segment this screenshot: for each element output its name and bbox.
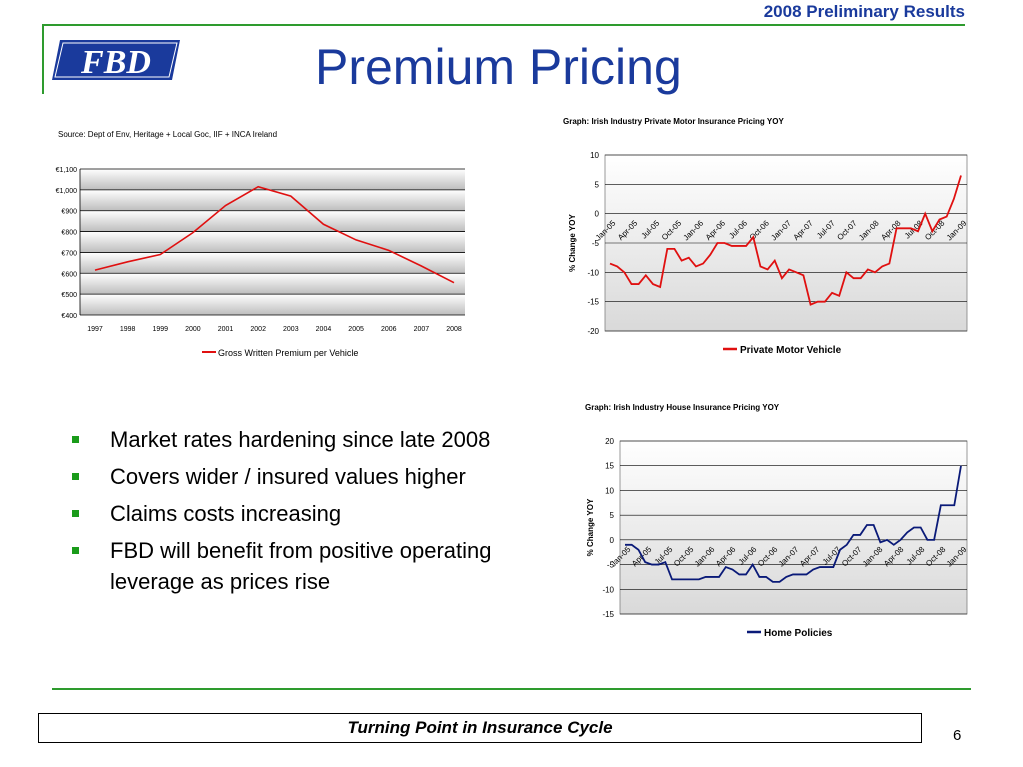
y-tick-label: €500 xyxy=(61,292,77,299)
x-tick-label: 1997 xyxy=(87,326,103,333)
grid-band xyxy=(80,189,465,211)
legend-label: Gross Written Premium per Vehicle xyxy=(218,348,358,358)
y-tick-label: €400 xyxy=(61,313,77,320)
y-tick-label: €800 xyxy=(61,230,77,237)
y-tick-label: 0 xyxy=(595,210,600,219)
page-number: 6 xyxy=(953,727,962,744)
grid-band xyxy=(80,273,465,295)
x-tick-label: 2007 xyxy=(414,326,430,333)
legend-label: Home Policies xyxy=(764,628,833,639)
x-tick-label: 2003 xyxy=(283,326,299,333)
y-tick-label: €600 xyxy=(61,271,77,278)
y-tick-label: -20 xyxy=(587,327,599,336)
x-tick-label: 2004 xyxy=(316,326,332,333)
bullet-list: Market rates hardening since late 2008 C… xyxy=(72,424,502,603)
x-tick-label: 2005 xyxy=(348,326,364,333)
bullet-item: FBD will benefit from positive operating… xyxy=(72,535,502,597)
x-tick-label: 1998 xyxy=(120,326,136,333)
grid-band xyxy=(80,169,465,190)
bullet-item: Market rates hardening since late 2008 xyxy=(72,424,502,455)
bullet-square-icon xyxy=(72,547,79,554)
x-tick-label: 1999 xyxy=(152,326,168,333)
bottom-rule xyxy=(52,688,971,690)
legend-label: Private Motor Vehicle xyxy=(740,345,842,356)
top-rule xyxy=(42,24,965,26)
bullet-text: Market rates hardening since late 2008 xyxy=(110,427,491,452)
grid-band xyxy=(80,294,465,315)
series-line xyxy=(609,175,962,306)
bullet-text: Claims costs increasing xyxy=(110,501,342,526)
fbd-logo: FBD xyxy=(52,40,180,81)
bullet-square-icon xyxy=(72,473,79,480)
x-tick-label: 2000 xyxy=(185,326,201,333)
y-tick-label: -5 xyxy=(607,561,615,570)
y-tick-label: €700 xyxy=(61,250,77,257)
plot-area xyxy=(619,440,968,615)
x-tick-label: 2006 xyxy=(381,326,397,333)
y-tick-label: -10 xyxy=(587,268,599,277)
y-tick-label: -5 xyxy=(592,239,600,248)
premium-per-vehicle-chart: Source: Dept of Env, Heritage + Local Go… xyxy=(56,130,465,358)
y-tick-label: -15 xyxy=(602,610,614,619)
y-tick-label: 0 xyxy=(610,536,615,545)
x-tick-label: 2002 xyxy=(250,326,266,333)
y-tick-label: €1,100 xyxy=(56,167,78,174)
y-tick-label: -15 xyxy=(587,298,599,307)
grid-band xyxy=(80,252,465,274)
y-tick-label: 20 xyxy=(605,437,614,446)
bullet-item: Claims costs increasing xyxy=(72,498,502,529)
y-tick-label: 10 xyxy=(605,486,614,495)
chart-title: Graph: Irish Industry House Insurance Pr… xyxy=(585,403,780,412)
bullet-text: Covers wider / insured values higher xyxy=(110,464,466,489)
bullet-square-icon xyxy=(72,510,79,517)
y-tick-label: 10 xyxy=(590,151,599,160)
y-tick-label: -10 xyxy=(602,585,614,594)
series-line xyxy=(94,185,455,284)
y-axis-label: % Change YOY xyxy=(568,214,577,272)
chart-source: Source: Dept of Env, Heritage + Local Go… xyxy=(58,130,277,139)
report-title: 2008 Preliminary Results xyxy=(763,2,965,21)
bullet-text: FBD will benefit from positive operating… xyxy=(110,538,492,594)
page-title: Premium Pricing xyxy=(315,39,682,95)
logo-text: FBD xyxy=(80,44,151,81)
left-rule xyxy=(42,24,44,94)
bullet-item: Covers wider / insured values higher xyxy=(72,461,502,492)
y-tick-label: 15 xyxy=(605,462,614,471)
bullet-square-icon xyxy=(72,436,79,443)
x-tick-label: 2001 xyxy=(218,326,234,333)
x-tick-label: 2008 xyxy=(446,326,462,333)
footer-banner: Turning Point in Insurance Cycle xyxy=(38,713,922,743)
house-pricing-chart: Graph: Irish Industry House Insurance Pr… xyxy=(585,403,969,639)
grid-band xyxy=(80,231,465,253)
y-tick-label: €900 xyxy=(61,209,77,216)
y-tick-label: 5 xyxy=(595,180,600,189)
grid-band xyxy=(80,210,465,232)
y-axis-label: % Change YOY xyxy=(586,498,595,556)
y-tick-label: €1,000 xyxy=(56,188,78,195)
y-tick-label: 5 xyxy=(610,511,615,520)
private-motor-pricing-chart: Graph: Irish Industry Private Motor Insu… xyxy=(563,117,969,356)
chart-title: Graph: Irish Industry Private Motor Insu… xyxy=(563,117,784,126)
series-line xyxy=(625,465,962,583)
